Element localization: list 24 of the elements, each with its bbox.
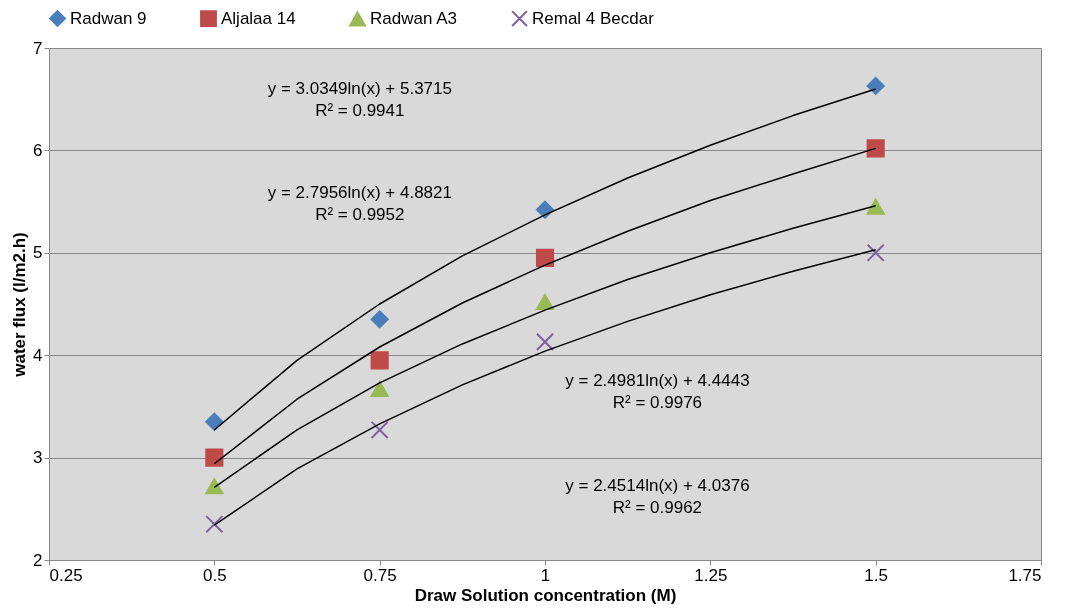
line-series — [213, 248, 877, 526]
x-tick-label: 0.5 — [203, 565, 227, 585]
legend-label: Radwan A3 — [370, 9, 457, 29]
y-tick-label: 7 — [33, 38, 43, 58]
annotation: y = 2.4981ln(x) + 4.4443 R² = 0.9976 — [565, 370, 750, 412]
y-tick-label: 6 — [33, 140, 43, 160]
annotation: y = 2.7956ln(x) + 4.8821 R² = 0.9952 — [267, 183, 452, 225]
x-axis-title: Draw Solution concentration (M) — [414, 585, 677, 605]
y-tick-label: 5 — [33, 243, 43, 263]
x-tick-label: 1 — [540, 565, 551, 585]
y-tick-label: 4 — [33, 345, 43, 365]
x-tick-label: 1.5 — [864, 565, 888, 585]
x-tick-label: 0.75 — [363, 565, 397, 585]
x-tick-label: 1.25 — [694, 565, 728, 585]
x-tick-label: 1.75 — [1008, 565, 1042, 585]
y-tick-label: 3 — [33, 448, 43, 468]
annotation: y = 3.0349ln(x) + 5.3715 R² = 0.9941 — [267, 78, 452, 120]
legend-label: Remal 4 Becdar — [532, 8, 655, 28]
y-axis-title: water flux (l/m2.h) — [10, 232, 30, 378]
legend-label: Radwan 9 — [70, 8, 147, 28]
y-tick-label: 2 — [33, 550, 43, 570]
x-tick-label: 0.25 — [49, 565, 83, 585]
legend-label: Aljalaa 14 — [221, 8, 296, 28]
annotation: y = 2.4514ln(x) + 4.0376 R² = 0.9962 — [565, 476, 750, 518]
